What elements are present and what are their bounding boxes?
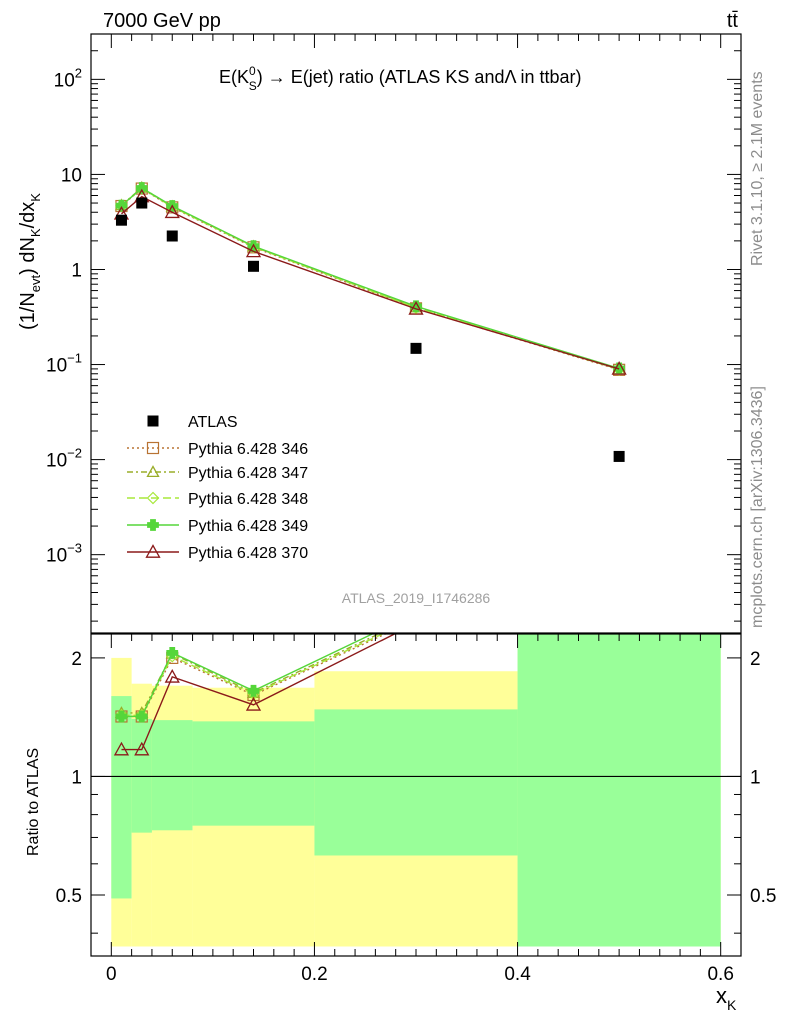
x-tick-label: 0 [106, 964, 117, 985]
legend-marker [146, 491, 160, 505]
y-tick-label: 102 [54, 65, 82, 91]
main-series-group [113, 180, 627, 462]
legend-marker [147, 519, 159, 531]
ratio-point [411, 614, 422, 625]
mc-series-line [121, 187, 620, 371]
ratio-band-green [314, 709, 518, 856]
y-tick-label-base: 10 [54, 70, 75, 91]
ratio-panel-frame [90, 633, 742, 957]
mc-series-line [121, 195, 620, 370]
chart-title: E(K0 S) → E(jet) ratio (ATLAS KS andΛ in … [219, 64, 582, 93]
atlas-data-point [613, 450, 625, 462]
legend-marker-atlas [147, 415, 159, 427]
ratio-band-green [131, 718, 152, 833]
y-tick-label-exponent: −3 [67, 541, 82, 556]
ratio-point [411, 613, 422, 624]
atlas-data-point [248, 260, 259, 272]
energy-label: 7000 GeV pp [103, 10, 221, 32]
x-tick-label: 0.6 [707, 964, 733, 985]
legend-label: Pythia 6.428 370 [188, 545, 308, 562]
process-label: tt̄ [727, 10, 739, 32]
mc-data-point [408, 301, 424, 315]
mc-series-line [121, 186, 620, 371]
atlas-data-point [410, 342, 422, 354]
ratio-y-tick-label: 0.5 [56, 886, 82, 907]
legend-label: Pythia 6.428 349 [188, 518, 308, 535]
ratio-point [113, 741, 130, 756]
atlas-data-point [115, 214, 127, 226]
ratio-band-green [151, 720, 193, 831]
mcplots-label: mcplots.cern.ch [arXiv:1306.3436] [749, 386, 766, 628]
rivet-label: Rivet 3.1.10, ≥ 2.1M events [749, 71, 766, 266]
ratio-point [411, 611, 422, 621]
y-tick-label-exponent: −2 [67, 446, 82, 461]
x-tick-label: 0.2 [301, 964, 327, 985]
y-tick-label-base: 10 [46, 356, 67, 377]
ratio-point [245, 697, 262, 711]
mc-data-point [410, 300, 422, 313]
y-tick-label: 1 [71, 260, 82, 281]
y-tick-label-exponent: −1 [67, 351, 82, 366]
y-tick-label: 10 [61, 165, 82, 186]
x-tick-label: 0.4 [504, 964, 531, 985]
legend-marker [146, 465, 160, 478]
ratio-point [247, 684, 260, 697]
ratio-y-tick-label-right: 0.5 [750, 886, 776, 907]
mc-series-line [121, 187, 620, 371]
legend-label: Pythia 6.428 348 [188, 491, 308, 508]
y-tick-label-base: 10 [46, 546, 67, 567]
legend-marker [145, 544, 161, 558]
legend: ATLAS Pythia 6.428 346 Pythia 6.428 347 Pyt… [127, 414, 308, 562]
ratio-y-tick-label-right: 2 [750, 649, 761, 670]
atlas-data-point [166, 230, 178, 242]
ratio-point [410, 617, 423, 629]
y-tick-label-exponent: 2 [75, 65, 82, 80]
y-tick-label: 10−1 [46, 351, 82, 377]
legend-label: Pythia 6.428 346 [188, 441, 308, 458]
analysis-watermark: ATLAS_2019_I1746286 [342, 590, 491, 606]
legend-label: ATLAS [188, 414, 238, 431]
main-y-axis-label: (1/Nevt) dNK/dxK [17, 193, 43, 330]
ratio-point [164, 669, 180, 683]
legend-label: Pythia 6.428 347 [188, 465, 308, 482]
ratio-point [411, 608, 422, 619]
main-panel-frame [90, 33, 742, 634]
ratio-band-green [111, 696, 132, 899]
mc-data-point [245, 243, 262, 258]
y-tick-label: 10−2 [46, 446, 82, 472]
ratio-y-tick-label: 2 [71, 649, 82, 670]
x-axis-label: xK [716, 983, 737, 1013]
axis-ticks [91, 33, 741, 956]
ratio-band-green [192, 721, 315, 826]
mc-data-point [611, 361, 627, 375]
mc-data-point [164, 204, 180, 219]
mc-series-line [121, 187, 620, 370]
ratio-y-axis-label: Ratio to ATLAS [25, 748, 42, 856]
ratio-band-green [517, 634, 721, 947]
ratio-point [166, 646, 179, 659]
y-tick-label: 10−3 [46, 541, 82, 567]
y-tick-label-base: 10 [46, 451, 67, 472]
ratio-point [135, 710, 148, 723]
ratio-point [115, 710, 128, 723]
legend-marker [146, 441, 160, 455]
ratio-y-tick-label-right: 1 [750, 767, 761, 788]
ratio-y-tick-label: 1 [71, 767, 82, 788]
ratio-series-line [121, 634, 397, 751]
ratio-point [134, 741, 150, 756]
ratio-series-group [113, 608, 423, 756]
atlas-data-point [136, 197, 148, 209]
ratio-uncertainty-bands [91, 634, 741, 947]
